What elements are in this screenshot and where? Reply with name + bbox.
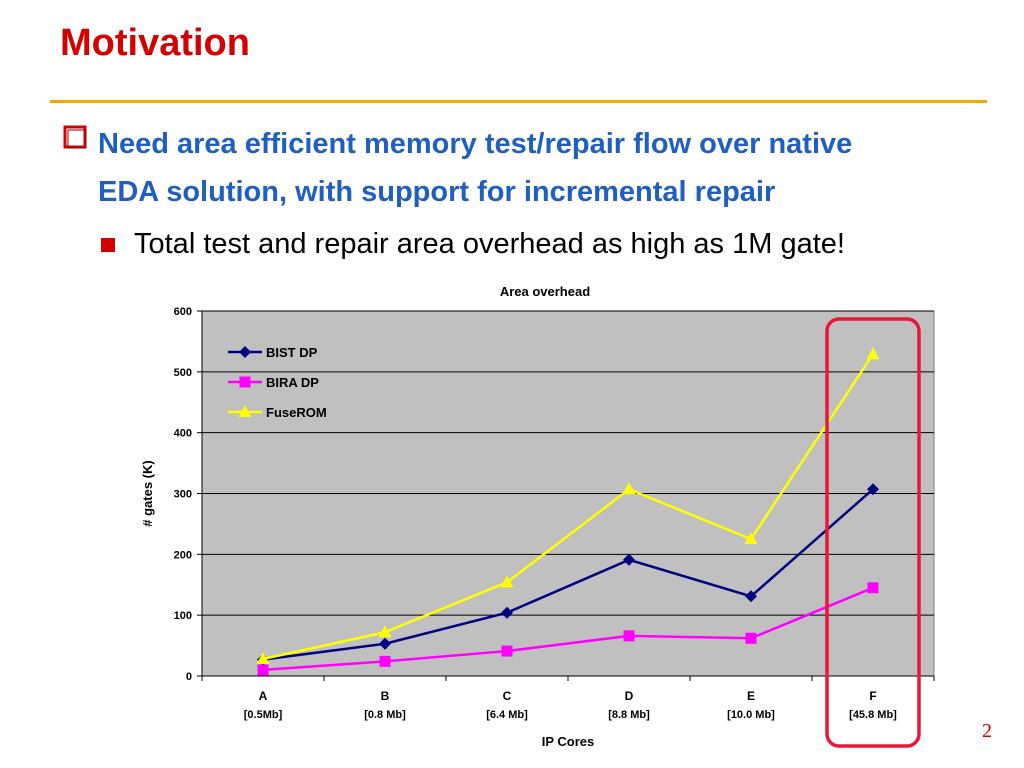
point-fuserom [744, 532, 758, 545]
y-tick-label: 300 [174, 489, 192, 501]
x-tick-label: C [503, 689, 512, 703]
point-bira-dp [379, 655, 391, 667]
x-category-size-label: [0.5Mb] [244, 709, 283, 721]
legend-marker [239, 376, 251, 388]
x-tick-label: B [381, 689, 390, 703]
point-bira-dp [257, 664, 269, 676]
point-fuserom [500, 575, 514, 588]
x-category-size-label: [6.4 Mb] [486, 709, 528, 721]
x-category-size-label: [45.8 Mb] [849, 709, 897, 721]
point-bist-dp [623, 553, 635, 566]
x-category-size-label: [10.0 Mb] [727, 709, 775, 721]
slide-title: Motivation [60, 22, 250, 64]
x-tick-label: F [869, 689, 876, 703]
series-line-bist-dp [262, 488, 874, 661]
x-category-size-label: [0.8 Mb] [364, 709, 406, 721]
x-tick-label: E [747, 689, 755, 703]
legend-marker [238, 405, 252, 417]
series-line-fuserom [262, 353, 875, 661]
point-bira-dp [501, 645, 513, 657]
point-bira-dp [745, 632, 757, 644]
legend-label: FuseROM [266, 405, 327, 420]
checkbox-bullet-icon [63, 125, 87, 149]
point-bist-dp [745, 590, 757, 603]
point-fuserom [622, 482, 636, 495]
main-bullet-text: Need area efficient memory test/repair f… [98, 120, 998, 216]
highlight-box [825, 317, 921, 748]
x-tick-label: D [625, 689, 634, 703]
y-tick-label: 200 [174, 549, 192, 561]
legend-label: BIST DP [266, 345, 318, 360]
page-number: 2 [982, 720, 992, 742]
main-bullet-line-2: EDA solution, with support for increment… [98, 176, 776, 208]
y-tick-label: 400 [174, 428, 192, 440]
series-line-bira-dp [262, 586, 874, 672]
point-fuserom [256, 651, 270, 664]
point-bist-dp [379, 637, 391, 650]
square-bullet-icon [101, 238, 115, 252]
point-bist-dp [501, 606, 513, 619]
title-divider [50, 100, 987, 103]
point-fuserom [866, 347, 880, 360]
point-bira-dp [867, 582, 879, 594]
point-bist-dp [867, 483, 879, 496]
y-axis-label: # gates (K) [140, 460, 155, 526]
point-bira-dp [623, 630, 635, 642]
x-category-size-label: [8.8 Mb] [608, 709, 650, 721]
legend-label: BIRA DP [266, 375, 319, 390]
y-tick-label: 600 [174, 306, 192, 318]
x-tick-label: A [259, 689, 268, 703]
y-tick-label: 500 [174, 367, 192, 379]
chart-title: Area overhead [500, 284, 590, 299]
y-tick-label: 0 [186, 671, 192, 683]
main-bullet-line-1: Need area efficient memory test/repair f… [98, 128, 853, 160]
sub-bullet-text: Total test and repair area overhead as h… [134, 228, 845, 260]
x-axis-label: IP Cores [542, 734, 595, 749]
legend-marker [239, 346, 251, 358]
y-tick-label: 100 [174, 610, 192, 622]
point-fuserom [378, 625, 392, 638]
